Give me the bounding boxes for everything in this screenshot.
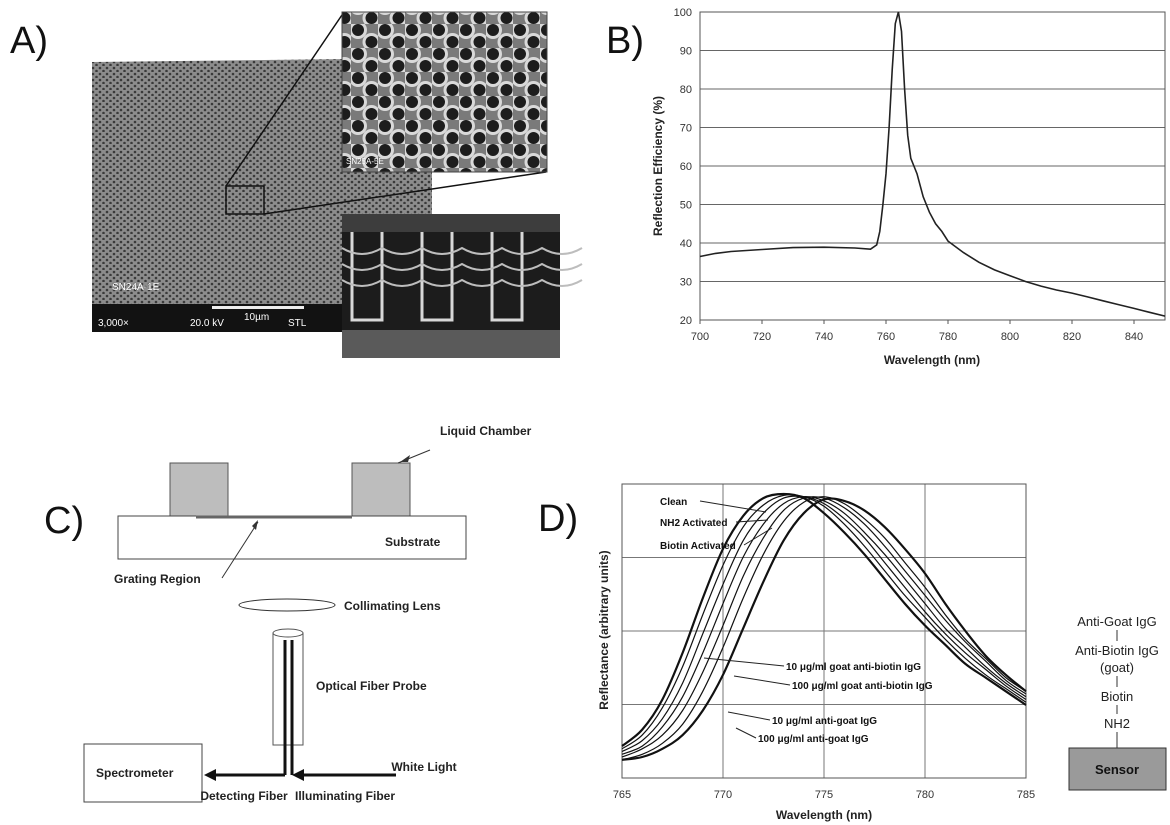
chart-b-xtick-label: 760 bbox=[877, 331, 895, 343]
chart-b-ytick-label: 90 bbox=[680, 46, 692, 58]
chart-b-xtick-label: 800 bbox=[1001, 331, 1019, 343]
chart-d-xlabel: Wavelength (nm) bbox=[776, 808, 872, 822]
stack-layer-biotin: Biotin bbox=[1101, 689, 1134, 704]
label-substrate: Substrate bbox=[385, 535, 441, 549]
stack-layer-nh2: NH2 bbox=[1104, 716, 1130, 731]
chart-d-series-label: Biotin Activated bbox=[660, 541, 736, 552]
chart-d-series-label: 10 μg/ml goat anti-biotin IgG bbox=[786, 662, 921, 673]
chart-d-series-line bbox=[621, 495, 1027, 753]
sem-voltage: 20.0 kV bbox=[190, 318, 224, 329]
label-sensor: Sensor bbox=[1095, 762, 1139, 777]
sem-detector: STL bbox=[288, 318, 307, 329]
substrate bbox=[117, 515, 467, 560]
chart-b-ytick-label: 30 bbox=[680, 277, 692, 289]
chart-b-series-line bbox=[699, 11, 1166, 317]
chart-b-ytick-label: 20 bbox=[680, 315, 692, 327]
chart-d-label-leader bbox=[733, 675, 791, 686]
panel-label-d: D) bbox=[538, 498, 579, 540]
label-optical-fiber-probe: Optical Fiber Probe bbox=[316, 679, 427, 693]
chart-b-xtick-label: 840 bbox=[1125, 331, 1143, 343]
chart-d-series-label: NH2 Activated bbox=[660, 518, 727, 529]
chart-d-series-line bbox=[621, 496, 1027, 755]
label-spectrometer: Spectrometer bbox=[96, 766, 174, 780]
sem-inset-top bbox=[342, 12, 547, 172]
chamber-left bbox=[169, 462, 229, 519]
sem-caption: SN24A-1E bbox=[112, 282, 160, 293]
chart-d-xtick-label: 775 bbox=[815, 789, 833, 801]
chart-d-label-leader bbox=[727, 711, 771, 721]
label-liquid-chamber: Liquid Chamber bbox=[440, 424, 532, 438]
chart-d-xtick-label: 770 bbox=[714, 789, 732, 801]
chart-b-ytick-label: 50 bbox=[680, 200, 692, 212]
stack-layer-goat: (goat) bbox=[1100, 660, 1134, 675]
panel-label-c: C) bbox=[44, 500, 85, 542]
chart-d-plot-frame bbox=[621, 483, 1027, 779]
chart-d-series-label: 10 μg/ml anti-goat IgG bbox=[772, 716, 877, 727]
label-grating-region: Grating Region bbox=[114, 572, 201, 586]
chart-d-label-leader bbox=[703, 657, 785, 667]
chart-b-ytick-label: 100 bbox=[674, 7, 692, 19]
chart-d-series-label: 100 μg/ml anti-goat IgG bbox=[758, 734, 869, 745]
chart-b-ytick-label: 40 bbox=[680, 238, 692, 250]
chart-d-series-line bbox=[621, 496, 1027, 758]
stack-layer-anti-goat: Anti-Goat IgG bbox=[1077, 614, 1156, 629]
chart-d-xtick-label: 785 bbox=[1017, 789, 1035, 801]
chart-d-series-label: Clean bbox=[660, 497, 687, 508]
chart-b-xtick-label: 720 bbox=[753, 331, 771, 343]
chart-b-plot-frame bbox=[699, 11, 1166, 321]
collimating-lens bbox=[238, 598, 336, 612]
chart-d-series-label: 100 μg/ml goat anti-biotin IgG bbox=[792, 681, 933, 692]
sensor-box bbox=[1068, 747, 1167, 791]
sem-scalebar: 10µm bbox=[244, 312, 269, 323]
stack-layer-anti-biotin: Anti-Biotin IgG bbox=[1075, 643, 1159, 658]
chart-d-label-leader bbox=[743, 527, 773, 546]
chart-b-ytick-label: 80 bbox=[680, 84, 692, 96]
chart-d-label-leader bbox=[735, 519, 769, 523]
sem-inset-bottom bbox=[341, 214, 583, 358]
spectrometer-box bbox=[83, 743, 203, 803]
chart-b-xtick-label: 780 bbox=[939, 331, 957, 343]
chart-b-ytick-label: 70 bbox=[680, 123, 692, 135]
sem-magnification: 3,000× bbox=[98, 318, 129, 329]
panel-label-a: A) bbox=[10, 20, 48, 62]
label-illuminating-fiber: Illuminating Fiber bbox=[295, 789, 395, 803]
chart-b-ylabel: Reflection Efficiency (%) bbox=[651, 96, 665, 236]
chart-d-xtick-label: 780 bbox=[916, 789, 934, 801]
chart-b-xtick-label: 700 bbox=[691, 331, 709, 343]
label-detecting-fiber: Detecting Fiber bbox=[200, 789, 288, 803]
panel-label-b: B) bbox=[606, 20, 644, 62]
chart-d-series-line bbox=[621, 497, 1027, 761]
chart-d-ylabel: Reflectance (arbitrary units) bbox=[597, 550, 611, 709]
chart-b-xlabel: Wavelength (nm) bbox=[884, 353, 980, 367]
chart-d-series-line bbox=[621, 496, 1027, 761]
chart-b-xtick-label: 740 bbox=[815, 331, 833, 343]
chart-d-xtick-label: 765 bbox=[613, 789, 631, 801]
label-collimating-lens: Collimating Lens bbox=[344, 599, 441, 613]
chart-b-ytick-label: 60 bbox=[680, 161, 692, 173]
optical-fiber-probe bbox=[272, 632, 304, 746]
chart-d-series-line bbox=[621, 492, 1027, 747]
chart-d-label-leader bbox=[699, 500, 767, 513]
label-white-light: White Light bbox=[391, 760, 456, 774]
chart-d-label-leader bbox=[735, 727, 757, 739]
chamber-right bbox=[351, 462, 411, 519]
chart-b-xtick-label: 820 bbox=[1063, 331, 1081, 343]
sem-inset-caption: SN25A-5E bbox=[346, 157, 384, 166]
chart-d-series-line bbox=[621, 494, 1027, 750]
sem-main-image bbox=[92, 58, 432, 332]
